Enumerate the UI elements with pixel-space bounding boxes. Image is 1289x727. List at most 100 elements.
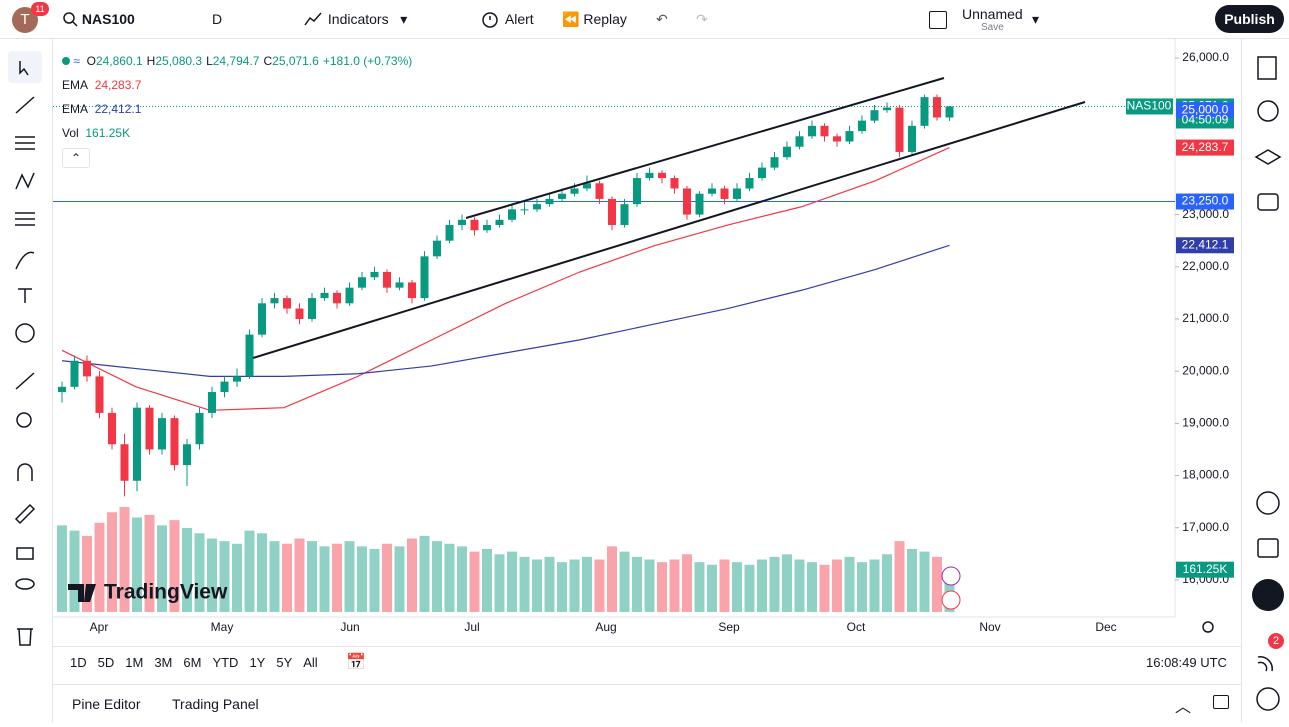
settings-icon[interactable] <box>1202 621 1214 633</box>
zoom-tool[interactable] <box>16 412 32 428</box>
layout-icon[interactable] <box>929 11 947 29</box>
volume-bar <box>932 556 942 612</box>
legend-volume: Vol 161.25K <box>62 121 412 145</box>
price-tag-label: 25,000.0 <box>1182 102 1229 116</box>
redo[interactable]: ↷ <box>696 10 708 27</box>
upper-trendline[interactable] <box>465 77 945 219</box>
candle-body <box>458 219 466 226</box>
emoji-tool[interactable] <box>15 323 35 343</box>
timeframe-button[interactable]: 5Y <box>276 655 293 670</box>
collapse-legend[interactable]: ⌃ <box>62 148 90 168</box>
candle-body <box>370 272 379 278</box>
legend-ema: EMA 22,412.1 <box>62 97 412 121</box>
alert-button[interactable]: Alert <box>481 0 534 38</box>
pattern-tool[interactable] <box>15 172 35 190</box>
volume-bar <box>907 549 917 612</box>
timeframe-button[interactable]: 1M <box>125 655 144 670</box>
candle-body <box>595 183 604 199</box>
help-icon[interactable] <box>1256 687 1280 711</box>
y-tick-label: 17,000.0 <box>1182 520 1229 534</box>
candle-body <box>645 172 654 179</box>
candle-body <box>433 240 441 257</box>
candle-body <box>258 303 266 335</box>
cursor-tool[interactable] <box>19 61 29 76</box>
volume-bar <box>619 551 630 612</box>
projection-tool[interactable] <box>15 212 35 226</box>
volume-bar <box>207 538 217 612</box>
volume-bar <box>794 559 805 612</box>
replay-button[interactable]: ⏪ Replay <box>562 10 627 28</box>
volume-bar <box>682 554 692 612</box>
candle-body <box>583 183 591 189</box>
collapse-panel[interactable]: ︿ <box>1175 699 1192 716</box>
maximize-panel[interactable] <box>1213 695 1229 709</box>
trendline-tool[interactable] <box>15 96 35 114</box>
hide-tool[interactable] <box>15 578 35 590</box>
timeframe-button[interactable]: 5D <box>97 655 115 670</box>
text-tool[interactable] <box>18 288 32 303</box>
alerts-icon[interactable] <box>1257 100 1279 122</box>
volume-bar <box>607 546 617 612</box>
symbol-tag-label: NAS100 <box>1127 99 1172 113</box>
timeframe-button[interactable]: 1D <box>70 655 87 670</box>
candle-body <box>245 334 254 377</box>
publish-button[interactable]: Publish <box>1215 5 1284 33</box>
candle-body <box>208 392 216 413</box>
candle-body <box>533 204 541 210</box>
price-tag <box>1176 237 1234 254</box>
interval[interactable]: D <box>212 11 223 27</box>
timeframe-button[interactable]: 3M <box>154 655 173 670</box>
chart: 26,000.0 23,000.0 22,000.0 21,000.0 20,000.0… <box>53 39 1234 634</box>
top-toolbar: T 11 NAS100 D Indicators ▾ Alert ⏪ Repla… <box>0 0 1289 39</box>
indicators-button[interactable]: Indicators ▾ <box>304 0 407 38</box>
candle-body <box>608 198 616 226</box>
timeframe-button[interactable]: YTD <box>212 655 239 670</box>
candle-body <box>695 193 704 215</box>
layout-name[interactable]: Unnamed <box>962 6 1023 22</box>
event-icon[interactable] <box>941 566 961 586</box>
pine-editor-tab[interactable]: Pine Editor <box>72 696 141 712</box>
volume-tag-label: 161.25K <box>1183 562 1228 576</box>
stream-icon[interactable] <box>1257 656 1273 672</box>
x-tick-label: Nov <box>979 620 1000 634</box>
apps-icon[interactable] <box>1252 579 1284 611</box>
volume-bar <box>219 541 230 612</box>
volume-bar <box>507 551 517 612</box>
undo[interactable]: ↶ <box>656 10 668 27</box>
timeframe-button[interactable]: 6M <box>183 655 202 670</box>
volume-bar <box>494 554 505 612</box>
candle-body <box>758 167 766 179</box>
candle-body <box>133 407 141 481</box>
volume-bar <box>819 564 830 612</box>
layers-icon[interactable] <box>1254 149 1282 165</box>
trading-panel-tab[interactable]: Trading Panel <box>172 696 259 712</box>
lock-drawings[interactable] <box>14 503 36 525</box>
delete-tool[interactable] <box>17 628 33 646</box>
candle-body <box>633 178 641 205</box>
volume-bar <box>319 546 330 612</box>
timeframe-button[interactable]: All <box>303 655 318 670</box>
candle-body <box>820 125 829 137</box>
brush-tool[interactable] <box>15 251 35 270</box>
countdown: 04:50:09 <box>1182 113 1229 127</box>
ruler-tool[interactable] <box>15 372 35 390</box>
chat-icon[interactable] <box>1257 193 1279 211</box>
magnet-tool[interactable] <box>17 463 33 481</box>
ohlc-value: 25,071.6 <box>272 54 319 68</box>
candle-body <box>795 136 804 147</box>
fib-tool[interactable] <box>15 136 35 150</box>
candle-body <box>833 136 841 142</box>
date-range-icon[interactable]: 📅 <box>346 654 366 671</box>
timeframe-button[interactable]: 1Y <box>249 655 266 670</box>
volume-bar <box>194 533 205 612</box>
layout-menu[interactable]: ▾ <box>1032 10 1040 27</box>
symbol-search[interactable]: NAS100 <box>62 0 135 38</box>
calendar-icon[interactable] <box>1257 538 1279 558</box>
lock-tool[interactable] <box>16 547 34 560</box>
event-icon[interactable] <box>941 590 961 610</box>
lower-trendline[interactable] <box>252 101 1086 359</box>
watchlist-icon[interactable] <box>1257 56 1277 80</box>
target-icon[interactable] <box>1256 491 1280 515</box>
ema-line <box>61 147 950 411</box>
